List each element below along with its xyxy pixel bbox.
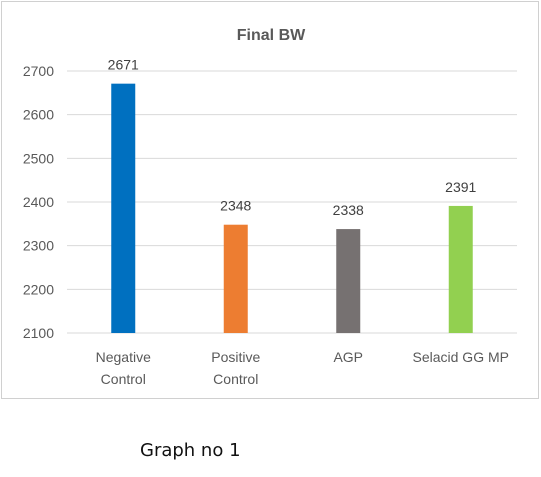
data-label: 2348 (220, 198, 251, 214)
x-category-label: Selacid GG MP (413, 349, 509, 365)
data-label: 2391 (445, 179, 476, 195)
x-category-label: Positive (211, 349, 260, 365)
data-label: 2671 (108, 57, 139, 73)
y-tick-label: 2400 (23, 194, 54, 210)
graph-caption: Graph no 1 (140, 440, 241, 461)
y-tick-label: 2100 (23, 325, 54, 341)
x-category-label: Negative (96, 349, 151, 365)
y-tick-label: 2300 (23, 238, 54, 254)
chart-frame: Final BW 2100 2200 2300 2400 2500 2600 2700 267… (1, 1, 539, 399)
y-tick-label: 2200 (23, 281, 54, 297)
bar (336, 229, 361, 333)
data-label: 2338 (333, 202, 364, 218)
x-category-label: Control (213, 371, 258, 387)
y-tick-label: 2700 (23, 63, 54, 79)
bar (448, 205, 473, 333)
y-tick-label: 2600 (23, 107, 54, 123)
x-category-label: AGP (333, 349, 363, 365)
bar-chart: Final BW 2100 2200 2300 2400 2500 2600 2700 267… (23, 27, 517, 387)
chart-title: Final BW (237, 27, 306, 44)
y-tick-label: 2500 (23, 150, 54, 166)
x-category-label: Control (101, 371, 146, 387)
bar (223, 224, 248, 333)
bar (111, 83, 136, 333)
